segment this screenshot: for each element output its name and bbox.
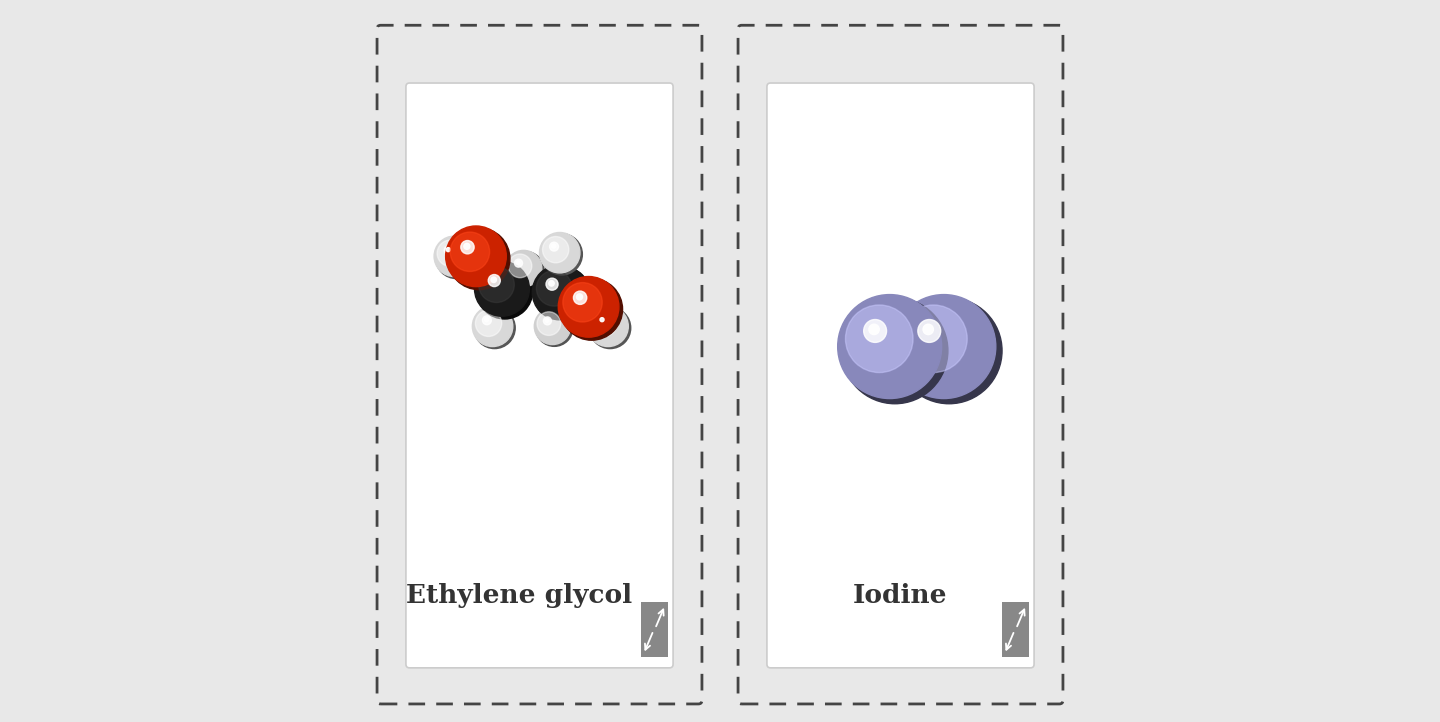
Circle shape: [507, 251, 544, 289]
Circle shape: [451, 232, 490, 271]
Circle shape: [537, 312, 560, 336]
Circle shape: [536, 309, 573, 347]
Circle shape: [576, 294, 583, 300]
Circle shape: [478, 267, 514, 303]
FancyBboxPatch shape: [406, 83, 672, 668]
Circle shape: [475, 310, 501, 336]
Circle shape: [488, 274, 500, 287]
Circle shape: [517, 261, 520, 264]
Circle shape: [917, 320, 940, 342]
Circle shape: [514, 259, 523, 267]
Circle shape: [448, 228, 510, 290]
Circle shape: [923, 324, 933, 334]
Circle shape: [444, 245, 454, 255]
Circle shape: [549, 281, 554, 286]
Circle shape: [484, 318, 488, 322]
Circle shape: [891, 295, 996, 399]
Circle shape: [864, 320, 887, 342]
Circle shape: [472, 306, 513, 347]
Circle shape: [838, 295, 942, 399]
Circle shape: [464, 243, 469, 249]
Circle shape: [573, 291, 586, 305]
Circle shape: [563, 282, 602, 322]
Circle shape: [896, 297, 1002, 404]
Circle shape: [534, 308, 570, 344]
Circle shape: [491, 277, 497, 282]
Circle shape: [598, 316, 606, 325]
Circle shape: [589, 308, 631, 349]
Circle shape: [505, 251, 541, 287]
Circle shape: [474, 308, 516, 349]
Circle shape: [461, 240, 474, 254]
Circle shape: [433, 236, 475, 277]
Circle shape: [508, 254, 531, 278]
Text: Ethylene glycol: Ethylene glycol: [406, 583, 632, 608]
Circle shape: [588, 306, 628, 347]
Circle shape: [546, 278, 559, 290]
Circle shape: [446, 248, 451, 252]
Circle shape: [600, 318, 603, 322]
FancyBboxPatch shape: [377, 25, 701, 704]
Circle shape: [477, 263, 533, 319]
Bar: [1002, 602, 1030, 657]
Text: Iodine: Iodine: [854, 583, 948, 608]
Circle shape: [533, 265, 588, 320]
Circle shape: [868, 324, 880, 334]
Circle shape: [482, 316, 491, 325]
Circle shape: [536, 271, 572, 306]
Circle shape: [534, 266, 590, 323]
Circle shape: [540, 232, 580, 273]
Circle shape: [546, 318, 549, 322]
Circle shape: [475, 261, 530, 316]
Circle shape: [550, 242, 559, 251]
Circle shape: [559, 277, 619, 337]
FancyBboxPatch shape: [768, 83, 1034, 668]
Circle shape: [445, 226, 507, 287]
Circle shape: [543, 317, 552, 325]
FancyBboxPatch shape: [739, 25, 1063, 704]
Circle shape: [543, 237, 569, 263]
Bar: [641, 602, 668, 657]
Circle shape: [845, 305, 913, 373]
Circle shape: [541, 234, 582, 275]
Circle shape: [560, 279, 622, 340]
Circle shape: [900, 305, 968, 373]
Circle shape: [438, 240, 464, 266]
Circle shape: [842, 297, 948, 404]
Circle shape: [436, 238, 477, 279]
Circle shape: [590, 310, 618, 336]
Circle shape: [552, 244, 556, 248]
